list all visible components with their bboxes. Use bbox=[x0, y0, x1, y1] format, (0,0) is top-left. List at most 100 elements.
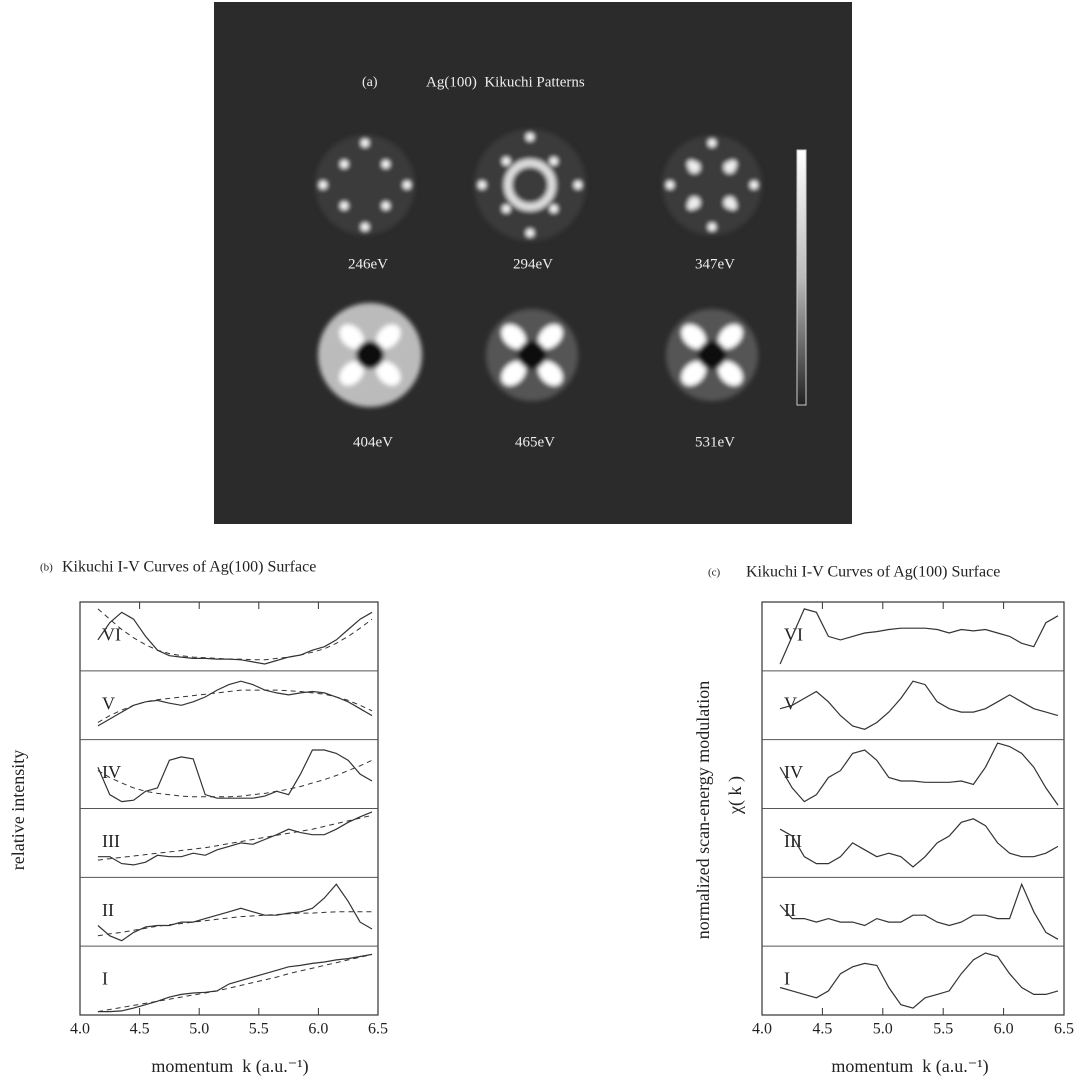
lobe bbox=[339, 361, 364, 386]
curve-label: I bbox=[102, 969, 108, 989]
energy-label: 294eV bbox=[513, 256, 553, 272]
panel-a: (a) Ag(100) Kikuchi Patterns 246eV 294eV 3… bbox=[214, 2, 852, 524]
energy-label: 531eV bbox=[695, 434, 735, 450]
iv-curve bbox=[779, 882, 1059, 940]
spot bbox=[403, 181, 411, 189]
pattern-image bbox=[486, 309, 578, 401]
lobe bbox=[681, 324, 706, 349]
energy-label: 246eV bbox=[348, 256, 388, 272]
curve-label: IV bbox=[102, 762, 121, 782]
curve-label: IV bbox=[784, 762, 803, 782]
energy-label: 465eV bbox=[515, 434, 555, 450]
x-tick-label: 5.5 bbox=[249, 1021, 269, 1038]
hole bbox=[356, 341, 384, 369]
spot bbox=[750, 181, 758, 189]
spot bbox=[708, 223, 716, 231]
iv-curve bbox=[779, 608, 1059, 665]
ring bbox=[504, 159, 556, 211]
spot bbox=[361, 223, 369, 231]
x-axis-label: momentum k (a.u.⁻¹) bbox=[831, 1056, 988, 1077]
spot bbox=[723, 196, 736, 209]
spot bbox=[688, 196, 701, 209]
panel-title: Ag(100) Kikuchi Patterns bbox=[426, 74, 585, 90]
x-tick-label: 5.0 bbox=[873, 1021, 893, 1038]
lobe bbox=[376, 361, 401, 386]
hole bbox=[518, 341, 546, 369]
curve-label: I bbox=[784, 969, 790, 989]
spot bbox=[340, 201, 349, 210]
pattern-image bbox=[315, 135, 415, 235]
lobe bbox=[538, 324, 563, 349]
panel-label: (c) bbox=[708, 567, 721, 579]
iv-curve bbox=[97, 611, 373, 665]
spot bbox=[502, 204, 511, 213]
spot bbox=[526, 133, 534, 141]
iv-curve bbox=[97, 883, 373, 942]
lobe bbox=[501, 324, 526, 349]
y-axis-label: normalized scan-energy modulation bbox=[693, 681, 713, 940]
spot bbox=[502, 157, 511, 166]
background-curve bbox=[97, 759, 373, 798]
halo bbox=[474, 129, 586, 241]
background-curve bbox=[97, 953, 373, 1013]
spot bbox=[526, 229, 534, 237]
curve-label: V bbox=[102, 693, 115, 713]
x-tick-label: 4.5 bbox=[130, 1021, 150, 1038]
spot bbox=[723, 161, 736, 174]
lobe bbox=[501, 361, 526, 386]
pattern-image bbox=[662, 135, 762, 235]
curve-label: II bbox=[784, 900, 796, 920]
curve-label: II bbox=[102, 900, 114, 920]
lobe bbox=[538, 361, 563, 386]
iv-curve bbox=[97, 953, 373, 1013]
lobe bbox=[718, 361, 743, 386]
x-tick-label: 6.0 bbox=[308, 1021, 328, 1038]
background-curve bbox=[97, 608, 373, 661]
x-tick-label: 5.5 bbox=[933, 1021, 953, 1038]
spot bbox=[381, 201, 390, 210]
iv-curve bbox=[97, 811, 373, 866]
hole bbox=[698, 341, 726, 369]
pattern-image bbox=[666, 309, 758, 401]
x-tick-label: 6.5 bbox=[368, 1021, 388, 1038]
color-bar bbox=[796, 149, 807, 406]
energy-label: 347eV bbox=[695, 256, 735, 272]
spot bbox=[381, 160, 390, 169]
pattern-image bbox=[474, 129, 586, 241]
spot bbox=[319, 181, 327, 189]
background-curve bbox=[97, 814, 373, 861]
curve-label: VI bbox=[102, 625, 121, 645]
curve-label: V bbox=[784, 693, 797, 713]
spot bbox=[708, 139, 716, 147]
chart-title: Kikuchi I-V Curves of Ag(100) Surface bbox=[62, 559, 316, 576]
iv-curve bbox=[779, 952, 1059, 1009]
lobe bbox=[339, 324, 364, 349]
curve-label: III bbox=[102, 831, 120, 851]
chart-title: Kikuchi I-V Curves of Ag(100) Surface bbox=[746, 564, 1000, 581]
spot bbox=[361, 139, 369, 147]
x-tick-label: 6.5 bbox=[1054, 1021, 1074, 1038]
lobe bbox=[376, 324, 401, 349]
image-background bbox=[214, 2, 852, 524]
spot bbox=[688, 161, 701, 174]
background-curve bbox=[97, 911, 372, 937]
y-axis-label: relative intensity bbox=[8, 750, 28, 870]
iv-curve bbox=[779, 680, 1059, 730]
lobe bbox=[718, 324, 743, 349]
energy-label: 404eV bbox=[353, 434, 393, 450]
lobe bbox=[681, 361, 706, 386]
iv-curve bbox=[97, 749, 373, 803]
spot bbox=[574, 181, 582, 189]
panel-label: (a) bbox=[362, 75, 378, 90]
panel-label: (b) bbox=[40, 562, 53, 574]
spot bbox=[549, 204, 558, 213]
iv-curve bbox=[779, 818, 1059, 868]
iv-curve bbox=[779, 742, 1059, 806]
x-tick-label: 4.5 bbox=[812, 1021, 832, 1038]
x-tick-label: 4.0 bbox=[752, 1021, 772, 1038]
x-tick-label: 5.0 bbox=[189, 1021, 209, 1038]
pattern-image bbox=[318, 303, 422, 407]
halo bbox=[315, 135, 415, 235]
